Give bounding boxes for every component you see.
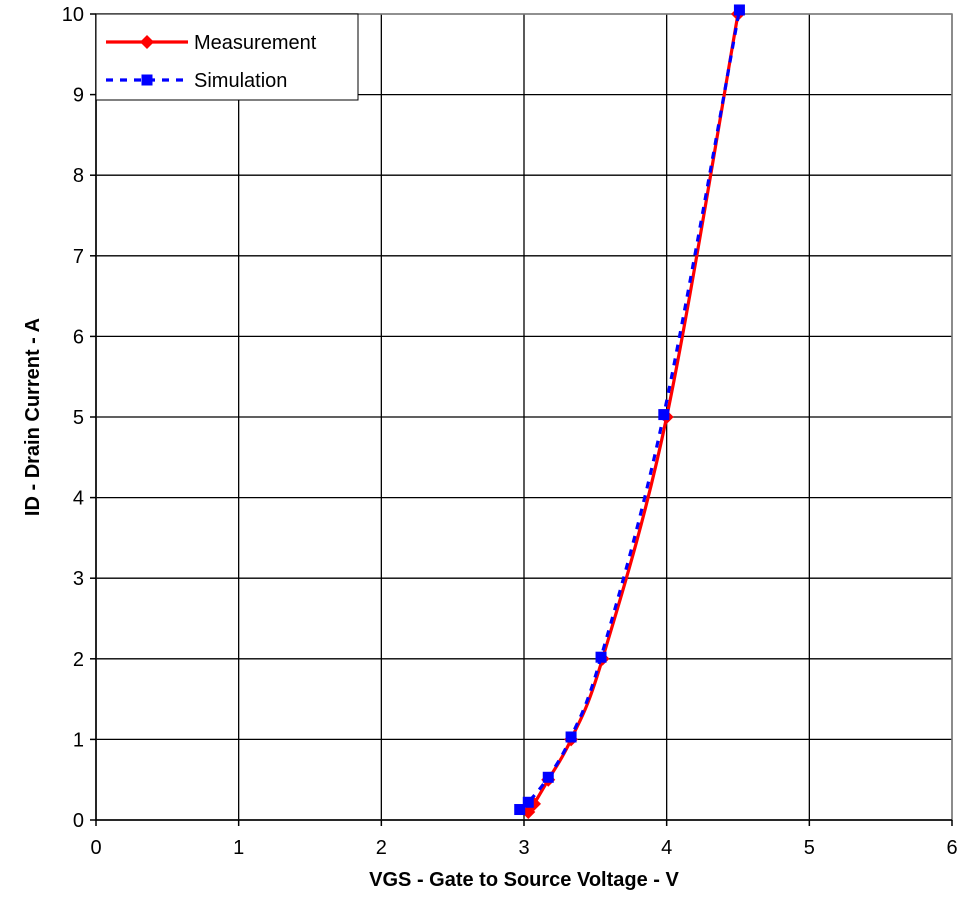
y-tick-label: 9 [73, 85, 84, 107]
series-simulation [514, 4, 745, 816]
y-tick-label: 0 [73, 810, 84, 832]
y-axis-title: ID - Drain Current - A [22, 318, 44, 516]
legend-entry: Measurement [106, 32, 317, 54]
x-tick-label: 5 [804, 837, 815, 859]
data-point [658, 409, 670, 421]
legend-entry: Simulation [106, 70, 287, 92]
legend-label: Simulation [194, 70, 287, 92]
y-tick-label: 3 [73, 568, 84, 590]
x-tick-label: 1 [233, 837, 244, 859]
y-tick-label: 10 [62, 4, 84, 26]
data-point [522, 796, 534, 808]
x-tick-label: 2 [376, 837, 387, 859]
y-tick-label: 7 [73, 246, 84, 268]
data-point [595, 651, 607, 663]
data-point [565, 731, 577, 743]
data-point [542, 771, 554, 783]
x-tick-labels: 0 1 2 3 4 5 6 [90, 837, 957, 859]
legend-marker [140, 35, 154, 49]
legend: Measurement Simulation [95, 13, 359, 101]
x-tick-label: 6 [946, 837, 957, 859]
legend-box [95, 13, 359, 101]
y-tick-label: 8 [73, 165, 84, 187]
x-tick-label: 0 [90, 837, 101, 859]
y-tick-label: 6 [73, 326, 84, 348]
y-tick-label: 1 [73, 729, 84, 751]
series-layer [514, 4, 745, 819]
y-tick-label: 2 [73, 649, 84, 671]
legend-entries: Measurement Simulation [106, 32, 317, 92]
y-tick-labels: 0 1 2 3 4 5 6 7 8 9 10 [62, 4, 84, 832]
legend-marker [141, 74, 153, 86]
legend-label: Measurement [194, 32, 317, 54]
x-axis-title: VGS - Gate to Source Voltage - V [369, 869, 679, 891]
x-tick-label: 4 [661, 837, 672, 859]
y-tick-label: 4 [73, 488, 84, 510]
data-point [514, 804, 526, 816]
axes [90, 13, 953, 826]
data-point [733, 4, 745, 16]
y-tick-label: 5 [73, 407, 84, 429]
x-tick-label: 3 [518, 837, 529, 859]
